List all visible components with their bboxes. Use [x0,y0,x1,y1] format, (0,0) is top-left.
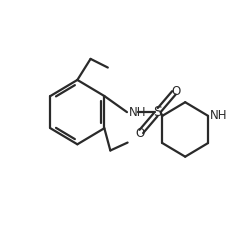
Text: NH: NH [210,109,228,122]
Text: O: O [135,127,144,140]
Text: O: O [171,85,180,98]
Text: S: S [153,105,162,119]
Text: NH: NH [129,106,146,119]
